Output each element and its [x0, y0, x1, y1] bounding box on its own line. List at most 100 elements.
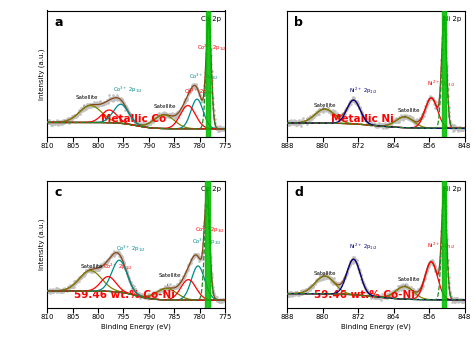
- Point: [301, 288, 308, 294]
- Point: [59, 287, 67, 292]
- Point: [389, 291, 396, 297]
- Point: [72, 280, 79, 286]
- Point: [64, 117, 71, 122]
- Point: [421, 275, 429, 281]
- Point: [393, 287, 401, 293]
- Point: [395, 288, 402, 294]
- Point: [100, 262, 108, 268]
- Point: [413, 121, 420, 126]
- Point: [410, 119, 418, 125]
- Point: [161, 287, 168, 293]
- Point: [136, 294, 143, 299]
- Point: [179, 104, 187, 110]
- Point: [389, 288, 397, 294]
- Point: [291, 292, 299, 298]
- Point: [429, 96, 437, 101]
- Point: [412, 291, 419, 296]
- Text: Ni 2p: Ni 2p: [443, 187, 461, 193]
- Point: [301, 119, 309, 125]
- Point: [317, 277, 325, 282]
- Point: [345, 266, 352, 271]
- Point: [451, 122, 458, 128]
- Point: [382, 125, 390, 131]
- Point: [442, 32, 449, 37]
- Point: [440, 17, 447, 22]
- Point: [164, 286, 171, 292]
- Point: [384, 121, 392, 127]
- Point: [217, 297, 224, 303]
- Point: [439, 25, 447, 30]
- Point: [182, 271, 189, 277]
- Point: [65, 117, 73, 123]
- Point: [61, 118, 68, 124]
- Point: [60, 285, 68, 291]
- Point: [303, 121, 311, 126]
- Point: [57, 289, 64, 295]
- Point: [331, 112, 339, 118]
- Point: [439, 197, 447, 202]
- Point: [95, 101, 103, 107]
- Point: [186, 89, 193, 94]
- Point: [66, 117, 74, 122]
- Point: [138, 122, 146, 127]
- Point: [317, 107, 324, 113]
- Point: [453, 126, 461, 131]
- Point: [118, 96, 126, 101]
- Point: [147, 293, 155, 298]
- Point: [95, 265, 103, 271]
- Point: [163, 286, 171, 292]
- Point: [357, 108, 365, 114]
- Point: [445, 99, 452, 105]
- Point: [339, 114, 347, 119]
- Point: [127, 279, 135, 285]
- Point: [133, 291, 141, 296]
- Point: [383, 294, 390, 300]
- Point: [447, 123, 455, 128]
- Point: [396, 115, 404, 120]
- Point: [170, 114, 177, 120]
- Point: [419, 111, 426, 117]
- Point: [373, 295, 380, 301]
- Point: [370, 121, 378, 126]
- Point: [338, 279, 346, 285]
- X-axis label: Binding Energy (eV): Binding Energy (eV): [341, 323, 410, 330]
- Point: [364, 121, 372, 126]
- Point: [217, 126, 225, 131]
- Point: [176, 281, 183, 287]
- Point: [204, 194, 212, 200]
- Point: [76, 274, 83, 280]
- Point: [47, 122, 55, 128]
- Point: [340, 111, 347, 116]
- Point: [433, 266, 440, 272]
- Point: [402, 115, 410, 121]
- Point: [414, 290, 422, 296]
- Point: [454, 128, 462, 133]
- Point: [459, 125, 466, 131]
- Point: [460, 125, 468, 131]
- Point: [367, 295, 374, 301]
- Point: [305, 117, 312, 122]
- Point: [331, 280, 339, 285]
- Point: [180, 273, 188, 279]
- Point: [364, 289, 372, 295]
- Point: [440, 14, 448, 20]
- Point: [444, 265, 452, 271]
- Point: [355, 105, 363, 111]
- Point: [155, 111, 162, 117]
- Point: [373, 123, 380, 129]
- Point: [284, 293, 292, 298]
- Point: [440, 14, 447, 20]
- Text: Co$^{3+}$ 2p$_{1/2}$: Co$^{3+}$ 2p$_{1/2}$: [113, 84, 143, 94]
- Point: [383, 295, 391, 301]
- Point: [168, 111, 176, 116]
- Point: [324, 106, 331, 111]
- Point: [396, 286, 403, 291]
- Point: [140, 121, 148, 126]
- Point: [189, 254, 196, 260]
- Point: [410, 120, 418, 125]
- Point: [426, 93, 434, 98]
- Point: [357, 110, 365, 116]
- Point: [383, 124, 391, 130]
- Point: [336, 281, 344, 287]
- Point: [215, 125, 223, 130]
